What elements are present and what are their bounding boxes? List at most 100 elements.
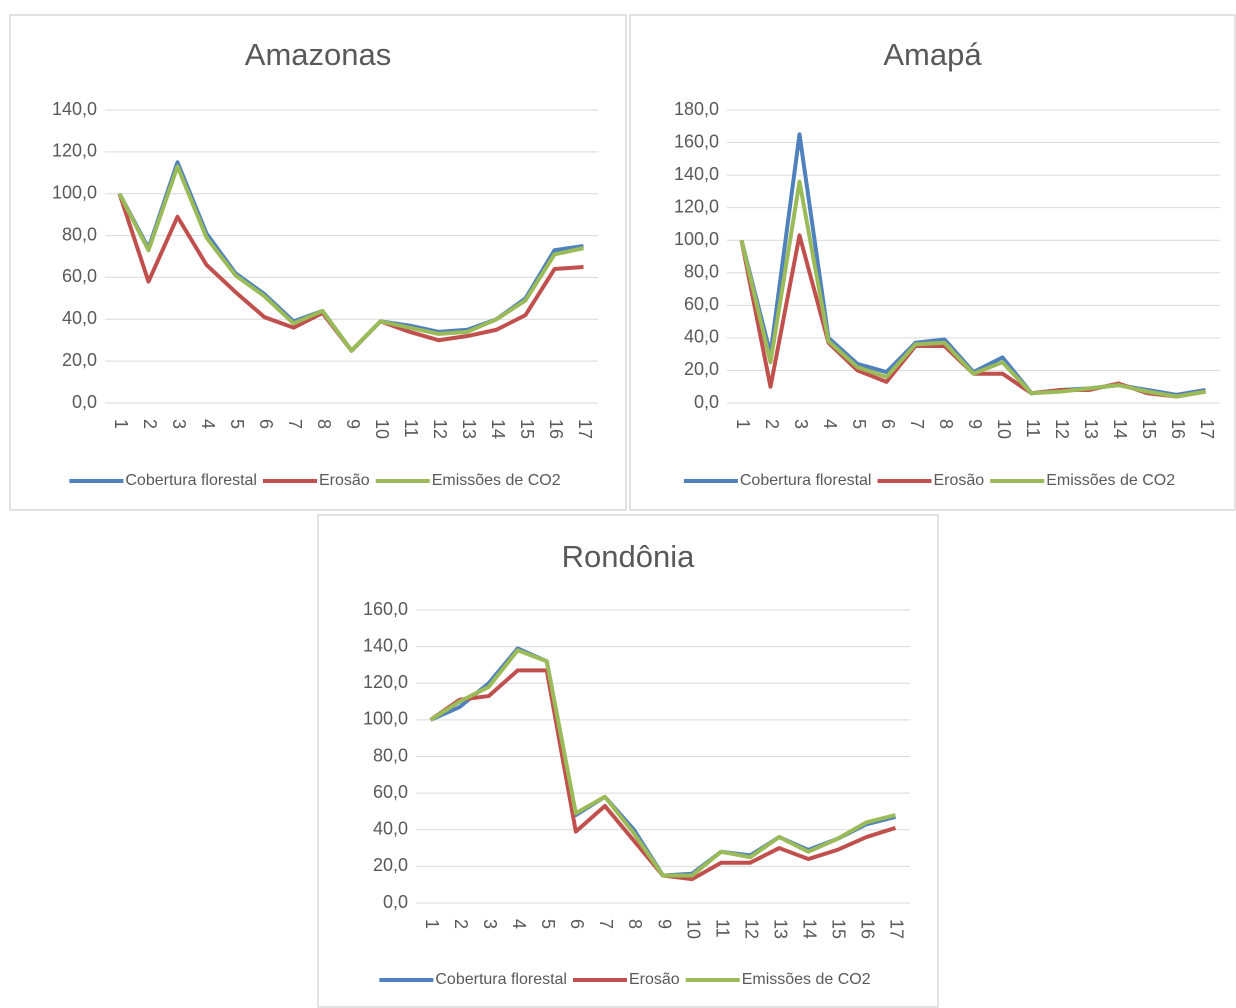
x-tick-label: 1 [111,419,131,429]
x-tick-label: 16 [1168,419,1188,439]
x-tick-label: 2 [140,419,160,429]
chart-panel: Rondônia 0,0 20,0 40,0 60,0 80,0 100,0 120,0 140… [317,514,939,1008]
x-tick-label: 7 [907,419,927,429]
y-tick-label: 160,0 [674,131,719,151]
series-line [429,648,896,878]
x-tick-label: 5 [227,419,247,429]
chart-panel: Amapá 0,0 20,0 40,0 60,0 80,0 100,0 120,0 140,0 1… [629,14,1236,511]
x-tick-label: 15 [517,419,537,439]
y-tick-label: 140,0 [363,635,408,655]
legend: Cobertura florestal Erosão Emissões de CO2 [69,472,561,489]
y-tick-label: 120,0 [674,196,719,216]
x-tick-label: 15 [1139,419,1159,439]
chart-title: Amazonas [245,37,391,72]
x-tick-label: 3 [169,419,189,429]
panel-border [629,14,1236,511]
y-tick-label: 140,0 [52,99,97,119]
x-tick-label: 16 [546,419,566,439]
x-tick-label: 9 [343,419,363,429]
y-tick-label: 80,0 [373,745,408,765]
y-tick-label: 140,0 [674,164,719,184]
x-tick-label: 16 [858,919,878,939]
y-tick-label: 60,0 [62,266,97,286]
x-tick-label: 4 [820,419,840,429]
x-tick-label: 15 [829,919,849,939]
x-tick-label: 3 [791,419,811,429]
x-tick-label: 13 [770,919,790,939]
x-tick-label: 7 [285,419,305,429]
panel-border [317,514,939,1008]
series-line [739,179,1206,399]
x-tick-label: 2 [762,419,782,429]
chart-title: Rondônia [562,539,695,574]
x-tick-label: 14 [800,919,820,939]
x-tick-label: 1 [422,919,442,929]
legend-label: Cobertura florestal [125,472,257,489]
x-tick-label: 13 [459,419,479,439]
y-tick-label: 120,0 [363,672,408,692]
y-tick-label: 20,0 [62,350,97,370]
legend-label: Erosão [319,472,370,489]
y-tick-label: 40,0 [684,327,719,347]
x-tick-label: 8 [314,419,334,429]
x-tick-label: 11 [1023,419,1043,438]
legend-label: Erosão [629,971,680,988]
x-tick-label: 17 [1197,419,1217,439]
y-tick-label: 160,0 [363,599,408,619]
legend-label: Cobertura florestal [435,971,567,988]
x-tick-label: 1 [733,419,753,429]
x-tick-label: 14 [1110,419,1130,439]
x-tick-label: 7 [596,919,616,929]
legend-label: Cobertura florestal [740,472,872,489]
chart-title: Amapá [883,37,982,72]
x-tick-label: 8 [625,919,645,929]
x-tick-label: 10 [372,419,392,439]
x-tick-label: 10 [683,919,703,939]
panel-border [9,14,627,511]
y-tick-label: 80,0 [62,224,97,244]
y-tick-label: 100,0 [674,229,719,249]
series-line [117,164,584,353]
x-tick-label: 12 [1052,419,1072,439]
y-tick-label: 20,0 [684,359,719,379]
x-tick-label: 5 [538,919,558,929]
x-tick-label: 2 [451,919,471,929]
x-tick-label: 6 [567,919,587,929]
x-tick-label: 12 [430,419,450,439]
y-tick-label: 80,0 [684,262,719,282]
legend: Cobertura florestal Erosão Emissões de CO2 [683,472,1175,489]
x-tick-label: 17 [887,919,907,939]
y-tick-label: 40,0 [62,308,97,328]
x-tick-label: 4 [198,419,218,429]
x-tick-label: 10 [994,419,1014,439]
legend-label: Erosão [933,472,984,489]
x-tick-label: 4 [509,919,529,929]
x-tick-label: 9 [654,919,674,929]
y-tick-label: 0,0 [72,392,97,412]
x-tick-label: 3 [480,919,500,929]
y-tick-label: 60,0 [684,294,719,314]
y-tick-label: 180,0 [674,99,719,119]
x-tick-label: 12 [741,919,761,939]
y-tick-label: 0,0 [694,392,719,412]
x-tick-label: 6 [256,419,276,429]
x-tick-label: 11 [401,419,421,438]
x-tick-label: 14 [488,419,508,439]
y-tick-label: 60,0 [373,782,408,802]
legend-label: Emissões de CO2 [742,971,871,988]
legend-label: Emissões de CO2 [432,472,561,489]
y-tick-label: 0,0 [383,892,408,912]
x-tick-label: 6 [878,419,898,429]
x-tick-label: 8 [936,419,956,429]
y-tick-label: 20,0 [373,855,408,875]
x-tick-label: 9 [965,419,985,429]
y-tick-label: 120,0 [52,141,97,161]
y-tick-label: 100,0 [363,709,408,729]
legend-label: Emissões de CO2 [1046,472,1175,489]
legend: Cobertura florestal Erosão Emissões de CO2 [379,971,871,988]
y-tick-label: 100,0 [52,182,97,202]
x-tick-label: 17 [575,419,595,439]
x-tick-label: 5 [849,419,869,429]
x-tick-label: 13 [1081,419,1101,439]
